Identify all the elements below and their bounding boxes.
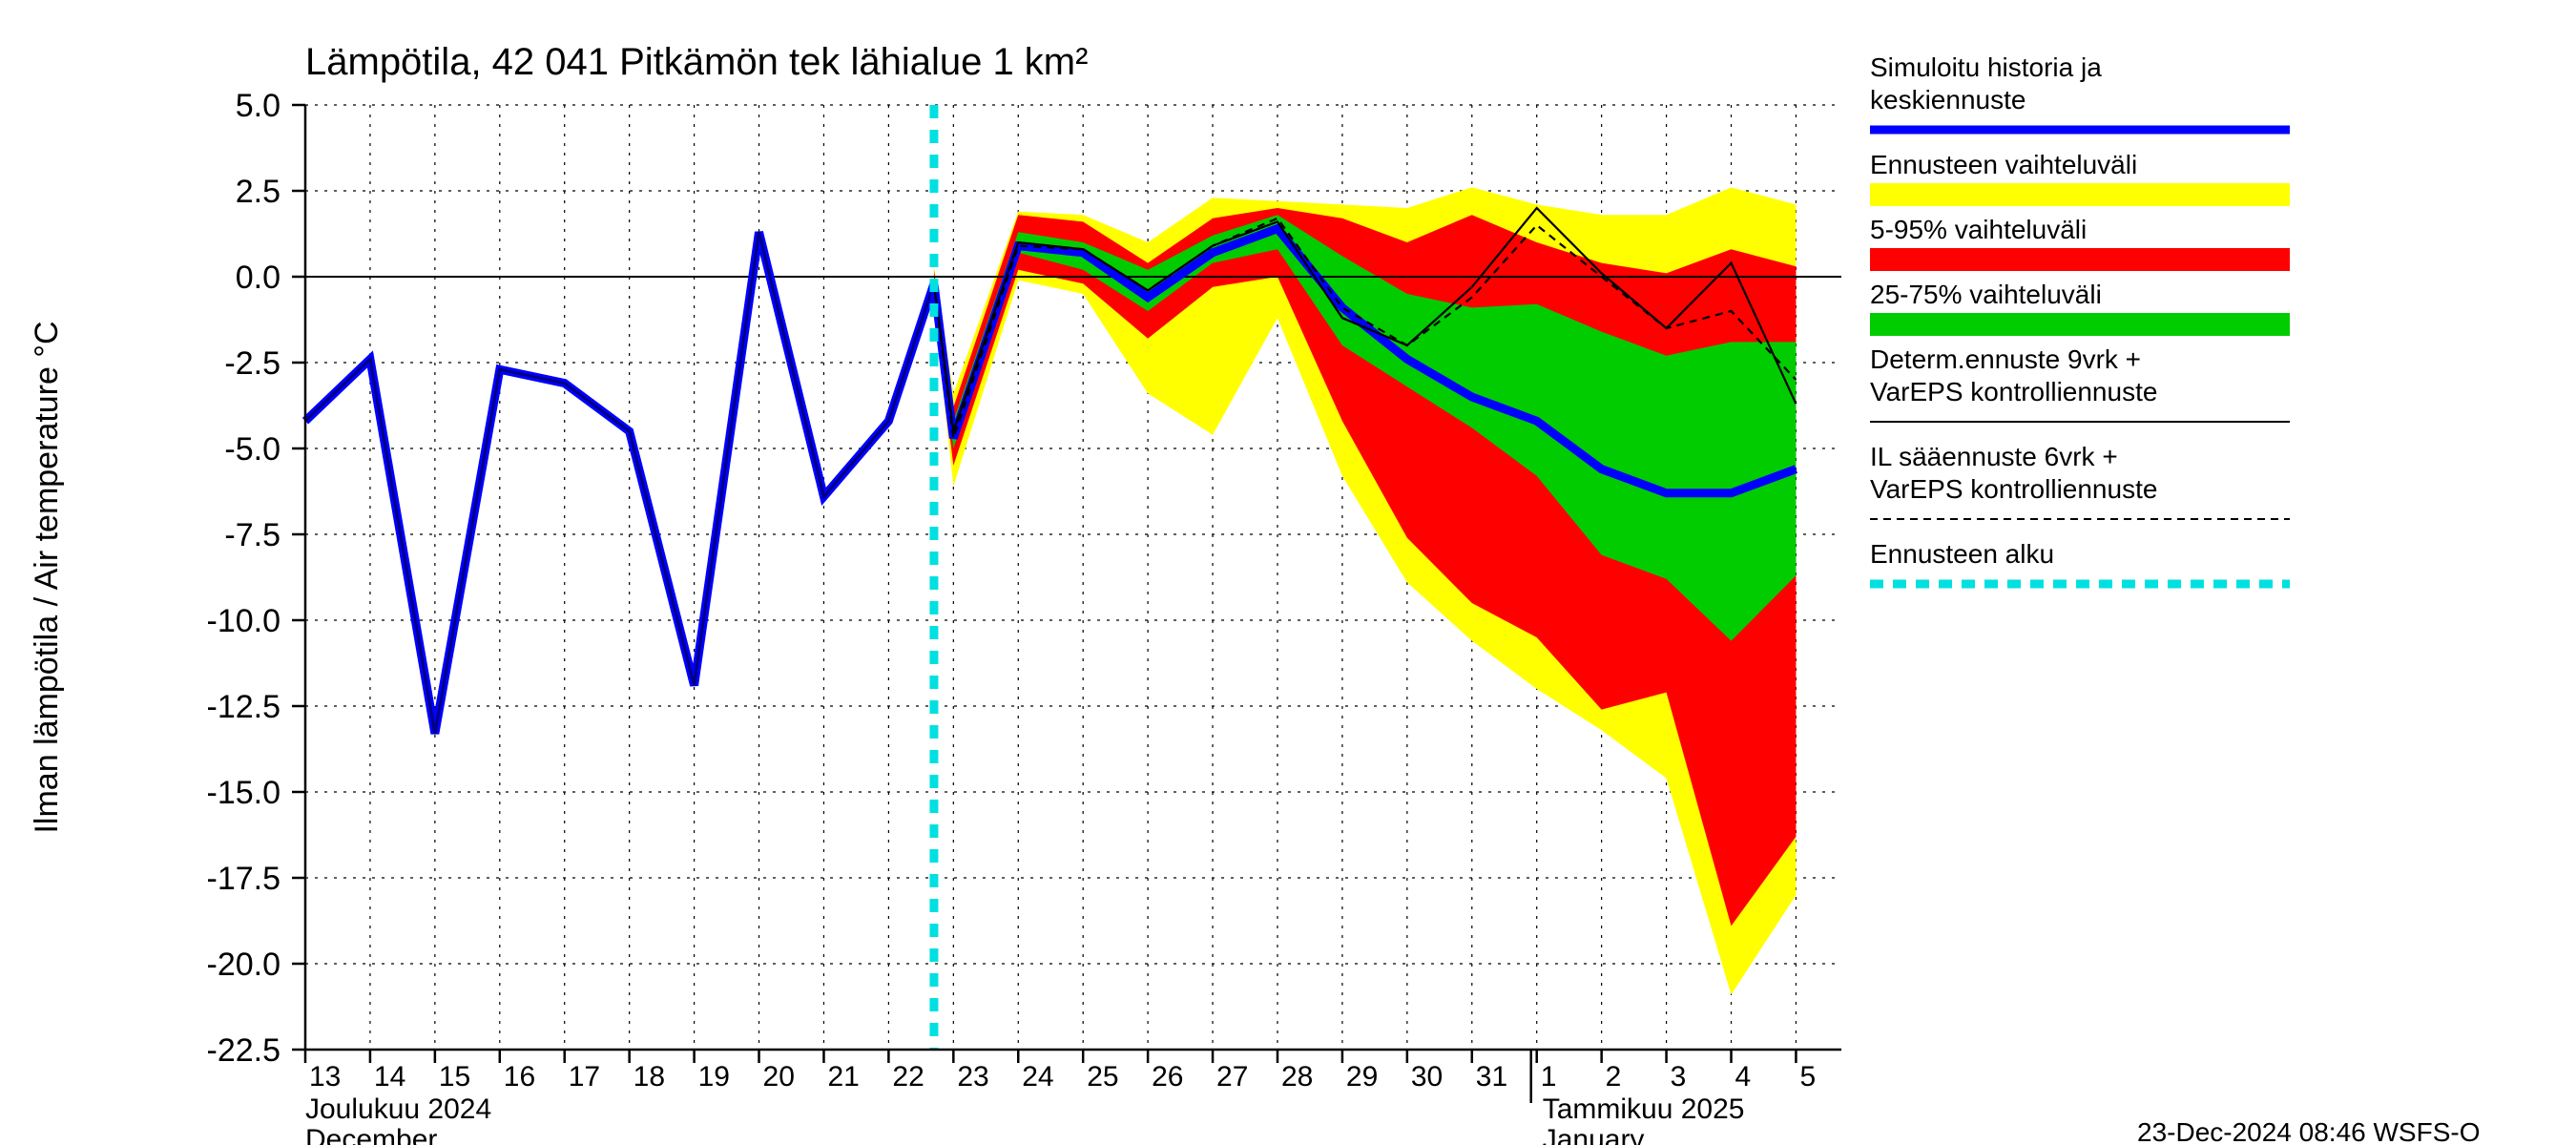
y-tick-label: -15.0	[207, 775, 281, 811]
x-tick-label: 5	[1799, 1061, 1816, 1093]
line-history	[305, 232, 934, 734]
y-tick-label: -7.5	[224, 517, 280, 553]
legend-swatch	[1870, 183, 2290, 206]
footer-timestamp: 23-Dec-2024 08:46 WSFS-O	[2137, 1117, 2481, 1145]
x-tick-label: 22	[892, 1061, 924, 1093]
legend-label: keskiennuste	[1870, 85, 2025, 114]
x-tick-label: 3	[1671, 1061, 1687, 1093]
month1-en: December	[305, 1124, 437, 1145]
y-tick-label: -5.0	[224, 431, 280, 468]
x-tick-label: 4	[1735, 1061, 1752, 1093]
x-tick-label: 17	[569, 1061, 600, 1093]
legend-swatch	[1870, 313, 2290, 336]
x-tick-label: 28	[1281, 1061, 1313, 1093]
legend-label: 5-95% vaihteluväli	[1870, 215, 2087, 244]
bands	[934, 187, 1797, 994]
legend-label: Ennusteen alku	[1870, 539, 2054, 569]
x-tick-label: 16	[504, 1061, 535, 1093]
y-tick-label: -17.5	[207, 861, 281, 897]
y-axis-label: Ilman lämpötila / Air temperature °C	[29, 321, 65, 833]
x-tick-label: 2	[1606, 1061, 1622, 1093]
x-tick-label: 25	[1087, 1061, 1118, 1093]
legend-label: Ennusteen vaihteluväli	[1870, 150, 2137, 179]
x-tick-label: 31	[1476, 1061, 1507, 1093]
y-tick-label: 2.5	[236, 174, 280, 210]
y-tick-label: -12.5	[207, 689, 281, 725]
x-tick-label: 13	[309, 1061, 341, 1093]
y-tick-label: -22.5	[207, 1032, 281, 1069]
x-tick-label: 30	[1411, 1061, 1443, 1093]
month2-en: January	[1543, 1124, 1645, 1145]
x-tick-label: 29	[1346, 1061, 1378, 1093]
x-tick-label: 21	[827, 1061, 859, 1093]
month2-fi: Tammikuu 2025	[1543, 1093, 1745, 1125]
x-tick-label: 20	[763, 1061, 795, 1093]
legend-label: VarEPS kontrolliennuste	[1870, 377, 2157, 406]
x-tick-label: 27	[1216, 1061, 1248, 1093]
x-tick-label: 18	[634, 1061, 665, 1093]
month1-fi: Joulukuu 2024	[305, 1093, 491, 1125]
x-tick-label: 14	[374, 1061, 405, 1093]
legend-label: IL sääennuste 6vrk +	[1870, 442, 2118, 471]
y-tick-label: -10.0	[207, 603, 281, 639]
legend-label: VarEPS kontrolliennuste	[1870, 474, 2157, 504]
x-tick-label: 15	[439, 1061, 470, 1093]
y-tick-label: -20.0	[207, 947, 281, 983]
legend-label: Simuloitu historia ja	[1870, 52, 2102, 82]
legend-swatch	[1870, 248, 2290, 271]
legend-label: Determ.ennuste 9vrk +	[1870, 344, 2141, 374]
y-tick-label: 0.0	[236, 260, 280, 296]
x-tick-label: 26	[1152, 1061, 1183, 1093]
y-tick-label: 5.0	[236, 88, 280, 124]
y-tick-label: -2.5	[224, 345, 280, 382]
legend-label: 25-75% vaihteluväli	[1870, 280, 2102, 309]
x-tick-label: 1	[1541, 1061, 1557, 1093]
x-tick-label: 24	[1022, 1061, 1053, 1093]
x-tick-label: 23	[957, 1061, 988, 1093]
legend: Simuloitu historia ja keskiennuste Ennuste…	[1870, 52, 2290, 584]
x-tick-label: 19	[698, 1061, 730, 1093]
chart-title: Lämpötila, 42 041 Pitkämön tek lähialue …	[305, 41, 1088, 83]
